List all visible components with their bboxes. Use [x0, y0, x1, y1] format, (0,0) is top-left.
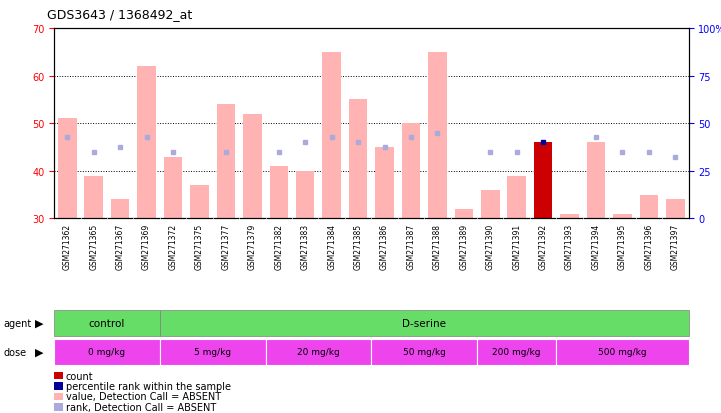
Text: 50 mg/kg: 50 mg/kg	[403, 348, 446, 356]
Bar	[477, 339, 557, 365]
Bar	[640, 195, 658, 219]
Text: value, Detection Call = ABSENT: value, Detection Call = ABSENT	[66, 392, 221, 401]
Bar	[349, 100, 367, 219]
Text: GSM271386: GSM271386	[380, 223, 389, 269]
Text: GSM271384: GSM271384	[327, 223, 336, 269]
Bar	[375, 148, 394, 219]
Text: GSM271379: GSM271379	[248, 223, 257, 269]
Bar	[190, 186, 208, 219]
Bar	[508, 176, 526, 219]
Text: rank, Detection Call = ABSENT: rank, Detection Call = ABSENT	[66, 402, 216, 412]
Text: GSM271392: GSM271392	[539, 223, 548, 269]
Bar	[402, 124, 420, 219]
Text: GSM271394: GSM271394	[591, 223, 601, 269]
Text: count: count	[66, 371, 93, 381]
Text: ▶: ▶	[35, 347, 43, 357]
Bar	[160, 310, 689, 336]
Text: 500 mg/kg: 500 mg/kg	[598, 348, 647, 356]
Text: agent: agent	[4, 318, 32, 328]
Bar	[265, 339, 371, 365]
Bar	[54, 310, 160, 336]
Bar	[534, 143, 552, 219]
Text: GSM271369: GSM271369	[142, 223, 151, 269]
Bar	[270, 166, 288, 219]
Text: GSM271382: GSM271382	[274, 223, 283, 269]
Bar	[54, 339, 160, 365]
Text: GSM271372: GSM271372	[169, 223, 177, 269]
Text: GSM271362: GSM271362	[63, 223, 72, 269]
Bar	[560, 214, 579, 219]
Bar	[296, 171, 314, 219]
Text: ▶: ▶	[35, 318, 43, 328]
Text: percentile rank within the sample: percentile rank within the sample	[66, 381, 231, 391]
Text: GSM271387: GSM271387	[407, 223, 415, 269]
Bar	[557, 339, 689, 365]
Text: GDS3643 / 1368492_at: GDS3643 / 1368492_at	[47, 8, 192, 21]
Text: GSM271395: GSM271395	[618, 223, 627, 269]
Bar	[243, 114, 262, 219]
Bar	[137, 67, 156, 219]
Bar	[666, 200, 684, 219]
Text: dose: dose	[4, 347, 27, 357]
Text: GSM271385: GSM271385	[353, 223, 363, 269]
Bar	[111, 200, 129, 219]
Bar	[160, 339, 265, 365]
Bar	[371, 339, 477, 365]
Text: 20 mg/kg: 20 mg/kg	[297, 348, 340, 356]
Bar	[481, 190, 500, 219]
Bar	[428, 53, 446, 219]
Text: GSM271388: GSM271388	[433, 223, 442, 269]
Text: GSM271365: GSM271365	[89, 223, 98, 269]
Text: GSM271391: GSM271391	[512, 223, 521, 269]
Text: GSM271389: GSM271389	[459, 223, 469, 269]
Bar	[58, 119, 76, 219]
Text: 5 mg/kg: 5 mg/kg	[194, 348, 231, 356]
Bar	[84, 176, 103, 219]
Bar	[454, 209, 473, 219]
Text: GSM271377: GSM271377	[221, 223, 231, 269]
Text: 200 mg/kg: 200 mg/kg	[492, 348, 541, 356]
Text: GSM271396: GSM271396	[645, 223, 653, 269]
Text: GSM271367: GSM271367	[115, 223, 125, 269]
Bar	[216, 105, 235, 219]
Text: GSM271393: GSM271393	[565, 223, 574, 269]
Text: D-serine: D-serine	[402, 318, 446, 328]
Text: GSM271397: GSM271397	[671, 223, 680, 269]
Text: GSM271375: GSM271375	[195, 223, 204, 269]
Text: GSM271383: GSM271383	[301, 223, 310, 269]
Text: 0 mg/kg: 0 mg/kg	[89, 348, 125, 356]
Bar	[587, 143, 605, 219]
Bar	[322, 53, 341, 219]
Bar	[613, 214, 632, 219]
Text: GSM271390: GSM271390	[486, 223, 495, 269]
Bar	[164, 157, 182, 219]
Text: control: control	[89, 318, 125, 328]
